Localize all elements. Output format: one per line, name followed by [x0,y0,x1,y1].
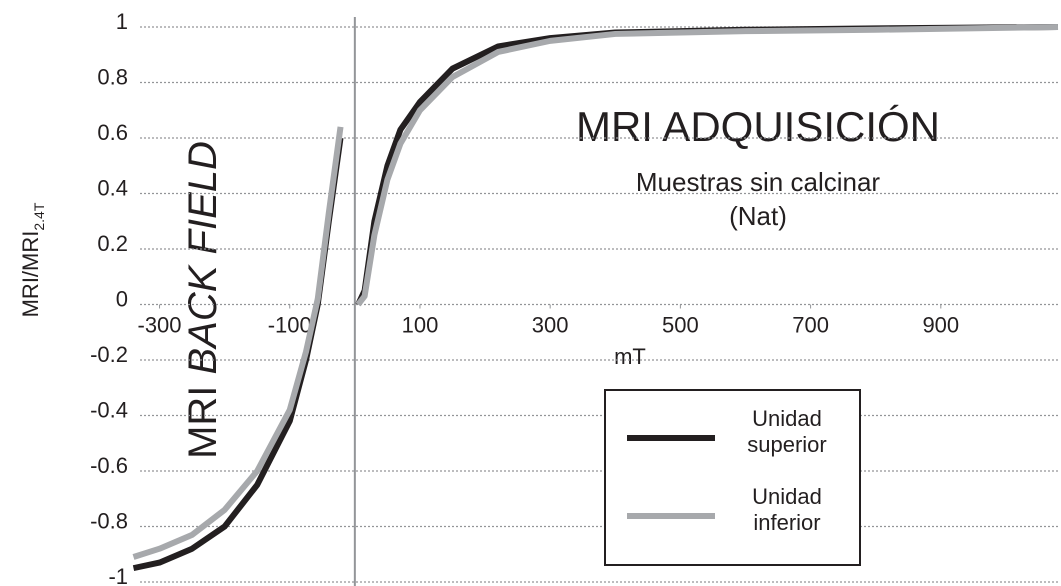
y-tick-label: 0.2 [97,231,128,256]
legend-box [604,389,861,566]
legend-label: Unidad superior [747,406,827,457]
y-tick-label: -0.2 [90,342,128,367]
annotation-subtitle: Muestras sin calcinar [636,167,881,197]
y-tick-label: 0.6 [97,120,128,145]
x-tick-label: 700 [792,312,829,337]
y-axis-label-sub: 2.4T [31,202,47,230]
x-tick-label: 300 [532,312,569,337]
x-axis-label: mT [614,344,646,369]
y-tick-label: -0.6 [90,453,128,478]
x-tick-label: 900 [922,312,959,337]
annotation-side-b: BACK FIELD [181,141,225,374]
legend-label: Unidad inferior [752,484,822,535]
y-tick-label: 0 [116,286,128,311]
x-tick-label: -300 [138,312,182,337]
series-line [132,24,1059,560]
y-tick-label: 0.8 [97,64,128,89]
y-tick-label: -0.4 [90,397,128,422]
y-tick-label: -0.8 [90,508,128,533]
y-tick-label: -1 [108,564,128,586]
annotation-side: MRI BACK FIELD [181,141,225,459]
y-tick-label: 1 [116,9,128,34]
y-axis-label: MRI/MRI2.4T [18,202,47,317]
annotation-side-a: MRI [181,374,225,458]
y-tick-label: 0.4 [97,175,128,200]
annotation-title: MRI ADQUISICIÓN [576,103,940,150]
annotation-subtitle2: (Nat) [729,201,787,231]
x-tick-label: -100 [268,312,312,337]
x-tick-label: 500 [662,312,699,337]
y-axis-label-main: MRI/MRI [18,231,43,318]
x-tick-label: 100 [402,312,439,337]
marks: -1 -0.8 -0.6 -0.4 -0.2 0 0.2 0.4 0.6 0.8 1 -300 -100… [90,9,1059,586]
